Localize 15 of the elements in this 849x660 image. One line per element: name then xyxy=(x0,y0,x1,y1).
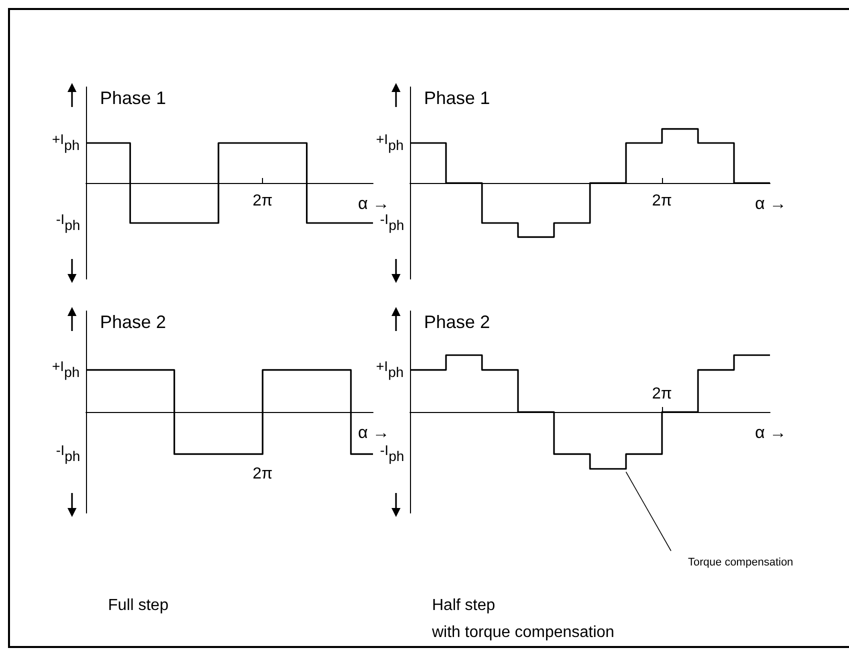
annotation: 2π xyxy=(252,192,273,210)
chart-title: Phase 2 xyxy=(100,312,166,332)
x-axis-title: α → xyxy=(358,423,390,442)
x-axis-title: α → xyxy=(358,194,390,213)
x-axis-title: α → xyxy=(755,423,787,442)
text: Full step xyxy=(108,597,169,614)
annotation: 2π xyxy=(652,386,672,402)
text: Torque compensation xyxy=(688,556,794,568)
chart-title: Phase 1 xyxy=(424,88,490,108)
chart-title: Phase 1 xyxy=(100,88,166,108)
annotation: 2π xyxy=(652,192,672,210)
text: 2π xyxy=(252,466,273,482)
text: Half step with torque compensation xyxy=(431,597,614,641)
chart-title: Phase 2 xyxy=(424,312,490,332)
x-axis-title: α → xyxy=(755,194,787,213)
